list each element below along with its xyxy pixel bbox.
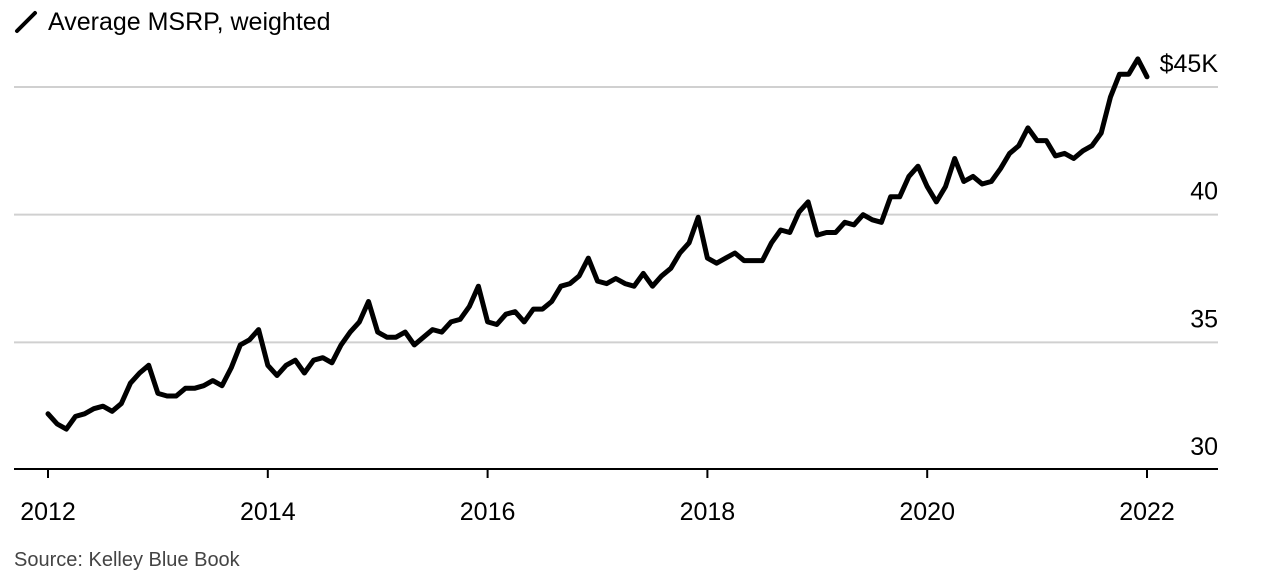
x-axis-ticks: 2012 2014 2016 2018 2020 2022 [20, 469, 1175, 526]
legend-label: Average MSRP, weighted [48, 8, 331, 36]
y-tick-label-45: $45K [1160, 50, 1219, 78]
y-axis-ticks: 30 35 40 $45K [1160, 50, 1219, 461]
series-line-swatch [15, 11, 37, 33]
x-tick-label-2018: 2018 [680, 498, 736, 526]
source-note: Source: Kelley Blue Book [14, 549, 240, 571]
line-chart: 30 35 40 $45K 2012 2014 2016 2018 2020 2022 [14, 50, 1219, 526]
series-line-0 [45, 56, 1150, 432]
y-tick-label-35: 35 [1190, 305, 1218, 333]
x-tick-label-2020: 2020 [899, 498, 955, 526]
gridlines [14, 86, 1218, 344]
x-tick-label-2012: 2012 [20, 498, 76, 526]
x-tick-label-2016: 2016 [460, 498, 516, 526]
chart-legend: Average MSRP, weighted [14, 6, 331, 38]
y-tick-label-40: 40 [1190, 178, 1218, 206]
x-tick-label-2014: 2014 [240, 498, 296, 526]
x-tick-label-2022: 2022 [1119, 498, 1175, 526]
y-tick-label-30: 30 [1190, 433, 1218, 461]
series-group [45, 56, 1150, 432]
